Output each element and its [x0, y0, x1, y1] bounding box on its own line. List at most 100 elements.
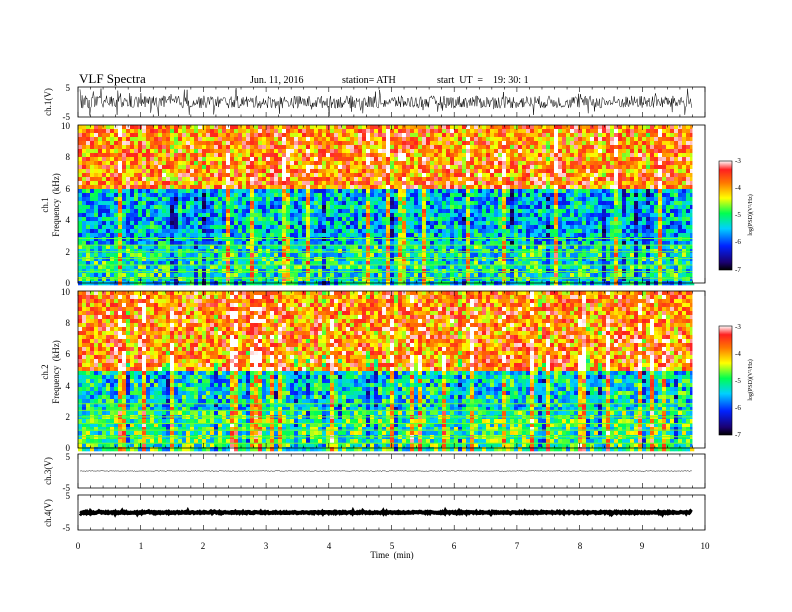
ch1-spectrogram-cell [630, 157, 635, 162]
ch1-spectrogram-cell [602, 201, 607, 206]
ch1-spectrogram-cell [410, 233, 415, 238]
ch1-spectrogram-cell [398, 213, 403, 218]
ch1-spectrogram-cell [402, 229, 407, 234]
ch1-spectrogram-cell [318, 237, 323, 242]
ch1-spectrogram-cell [666, 173, 671, 178]
ch1-spectrogram-cell [574, 213, 579, 218]
ch1-spectrogram-cell [126, 225, 131, 230]
ch1-spectrogram-cell [678, 197, 683, 202]
ch1-spectrogram-cell [586, 189, 591, 194]
ch1-spectrogram-cell [170, 241, 175, 246]
ch1-spectrogram-cell [642, 145, 647, 150]
ch1-spectrogram-cell [202, 133, 207, 138]
ch1-spectrogram-cell [442, 153, 447, 158]
ch1-spectrogram-cell [518, 177, 523, 182]
ch1-spectrogram-cell [130, 173, 135, 178]
ch1-spectrogram-cell [526, 145, 531, 150]
ch1-spectrogram-cell [142, 221, 147, 226]
ch1-spectrogram-cell [126, 141, 131, 146]
ch1-spectrogram-cell [446, 241, 451, 246]
ch1-spectrogram-cell [598, 149, 603, 154]
ch1-spectrogram-cell [202, 141, 207, 146]
ch1-spectrogram-cell [522, 185, 527, 190]
ch1-spectrogram-cell [118, 161, 123, 166]
ch1-spectrogram-cell [566, 145, 571, 150]
ch1-spectrogram-cell [394, 173, 399, 178]
ch1-spectrogram-cell [286, 153, 291, 158]
ch1-spectrogram-cell [174, 153, 179, 158]
ch1-spectrogram-cell [634, 189, 639, 194]
ch1-spectrogram-cell [502, 225, 507, 230]
ch1-spectrogram-cell [418, 241, 423, 246]
ch1-spectrogram-cell [182, 145, 187, 150]
ch1-spectrogram-cell [654, 125, 659, 130]
ch1-spectrogram-cell [214, 157, 219, 162]
ch1-spectrogram-cell [538, 161, 543, 166]
ch1-spectrogram-cell [658, 217, 663, 222]
ch1-spectrogram-cell [566, 125, 571, 130]
ch1-spectrogram-cell [314, 213, 319, 218]
ch1-spectrogram-cell [94, 237, 99, 242]
ch1-spectrogram-cell [538, 169, 543, 174]
ch1-spectrogram-cell [586, 169, 591, 174]
ch1-spectrogram-cell [110, 137, 115, 142]
ch1-spectrogram-cell [162, 217, 167, 222]
ch1-spectrogram-cell [586, 213, 591, 218]
ch1-spectrogram-cell [106, 141, 111, 146]
ch1-spectrogram-cell [118, 141, 123, 146]
ch1-spectrogram-cell [98, 241, 103, 246]
ch1-spectrogram-cell [198, 233, 203, 238]
ch1-spectrogram-cell [454, 229, 459, 234]
ch1-spectrogram-cell [582, 205, 587, 210]
ch1-spectrogram-cell [554, 245, 559, 250]
ch1-spectrogram-cell [174, 237, 179, 242]
ch1-spectrogram-cell [318, 245, 323, 250]
ch1-spectrogram-cell [678, 221, 683, 226]
ch1-spectrogram-cell [462, 125, 467, 130]
ch1-spectrogram-cell [130, 145, 135, 150]
ch1-spectrogram-cell [286, 241, 291, 246]
ch1-spectrogram-cell [226, 137, 231, 142]
ch1-spectrogram-cell [550, 177, 555, 182]
ch1-spectrogram-cell [546, 141, 551, 146]
ch1-spectrogram-cell [586, 241, 591, 246]
ch1-spectrogram-cell [326, 153, 331, 158]
ch1-spectrogram-cell [326, 201, 331, 206]
ch1-spectrogram-cell [402, 141, 407, 146]
ch1-spectrogram-cell [246, 209, 251, 214]
ch1-spectrogram-cell [338, 209, 343, 214]
ch1-spectrogram-cell [450, 185, 455, 190]
ch1-spectrogram-cell [474, 225, 479, 230]
ch1-spectrogram-cell [686, 217, 691, 222]
ch1-spectrogram-cell [486, 249, 491, 254]
ch1-spectrogram-cell [606, 153, 611, 158]
ch1-spectrogram-cell [322, 133, 327, 138]
ch1-spectrogram-cell [182, 233, 187, 238]
ch1-spectrogram-cell [654, 241, 659, 246]
ch1-spectrogram-cell [138, 229, 143, 234]
ch1-spectrogram-cell [622, 249, 627, 254]
ch1-spectrogram-cell [370, 205, 375, 210]
ch1-spectrogram-cell [382, 233, 387, 238]
ch1-spectrogram-cell [602, 221, 607, 226]
ch1-spectrogram-cell [678, 185, 683, 190]
ch1-spectrogram-cell [534, 217, 539, 222]
ch1-spectrogram-cell [130, 193, 135, 198]
ch1-spectrogram-cell [450, 213, 455, 218]
ch1-spectrogram-cell [566, 181, 571, 186]
ch1-spectrogram-cell [358, 141, 363, 146]
ch1-spectrogram-cell [162, 149, 167, 154]
ch1-spectrogram-cell [630, 133, 635, 138]
ch1-spectrogram-cell [618, 177, 623, 182]
ch1-spectrogram-cell [574, 245, 579, 250]
ch1-spectrogram-cell [438, 149, 443, 154]
ch1-spectrogram-cell [642, 137, 647, 142]
ch1-spectrogram-cell [482, 125, 487, 130]
ch1-spectrogram-cell [362, 225, 367, 230]
ch1-spectrogram-cell [130, 189, 135, 194]
ch1-spectrogram-cell [602, 241, 607, 246]
ch1-spectrogram-cell [118, 197, 123, 202]
ch1-spectrogram-cell [382, 229, 387, 234]
ch1-spectrogram-cell [662, 217, 667, 222]
ch1-spectrogram-cell [558, 125, 563, 130]
